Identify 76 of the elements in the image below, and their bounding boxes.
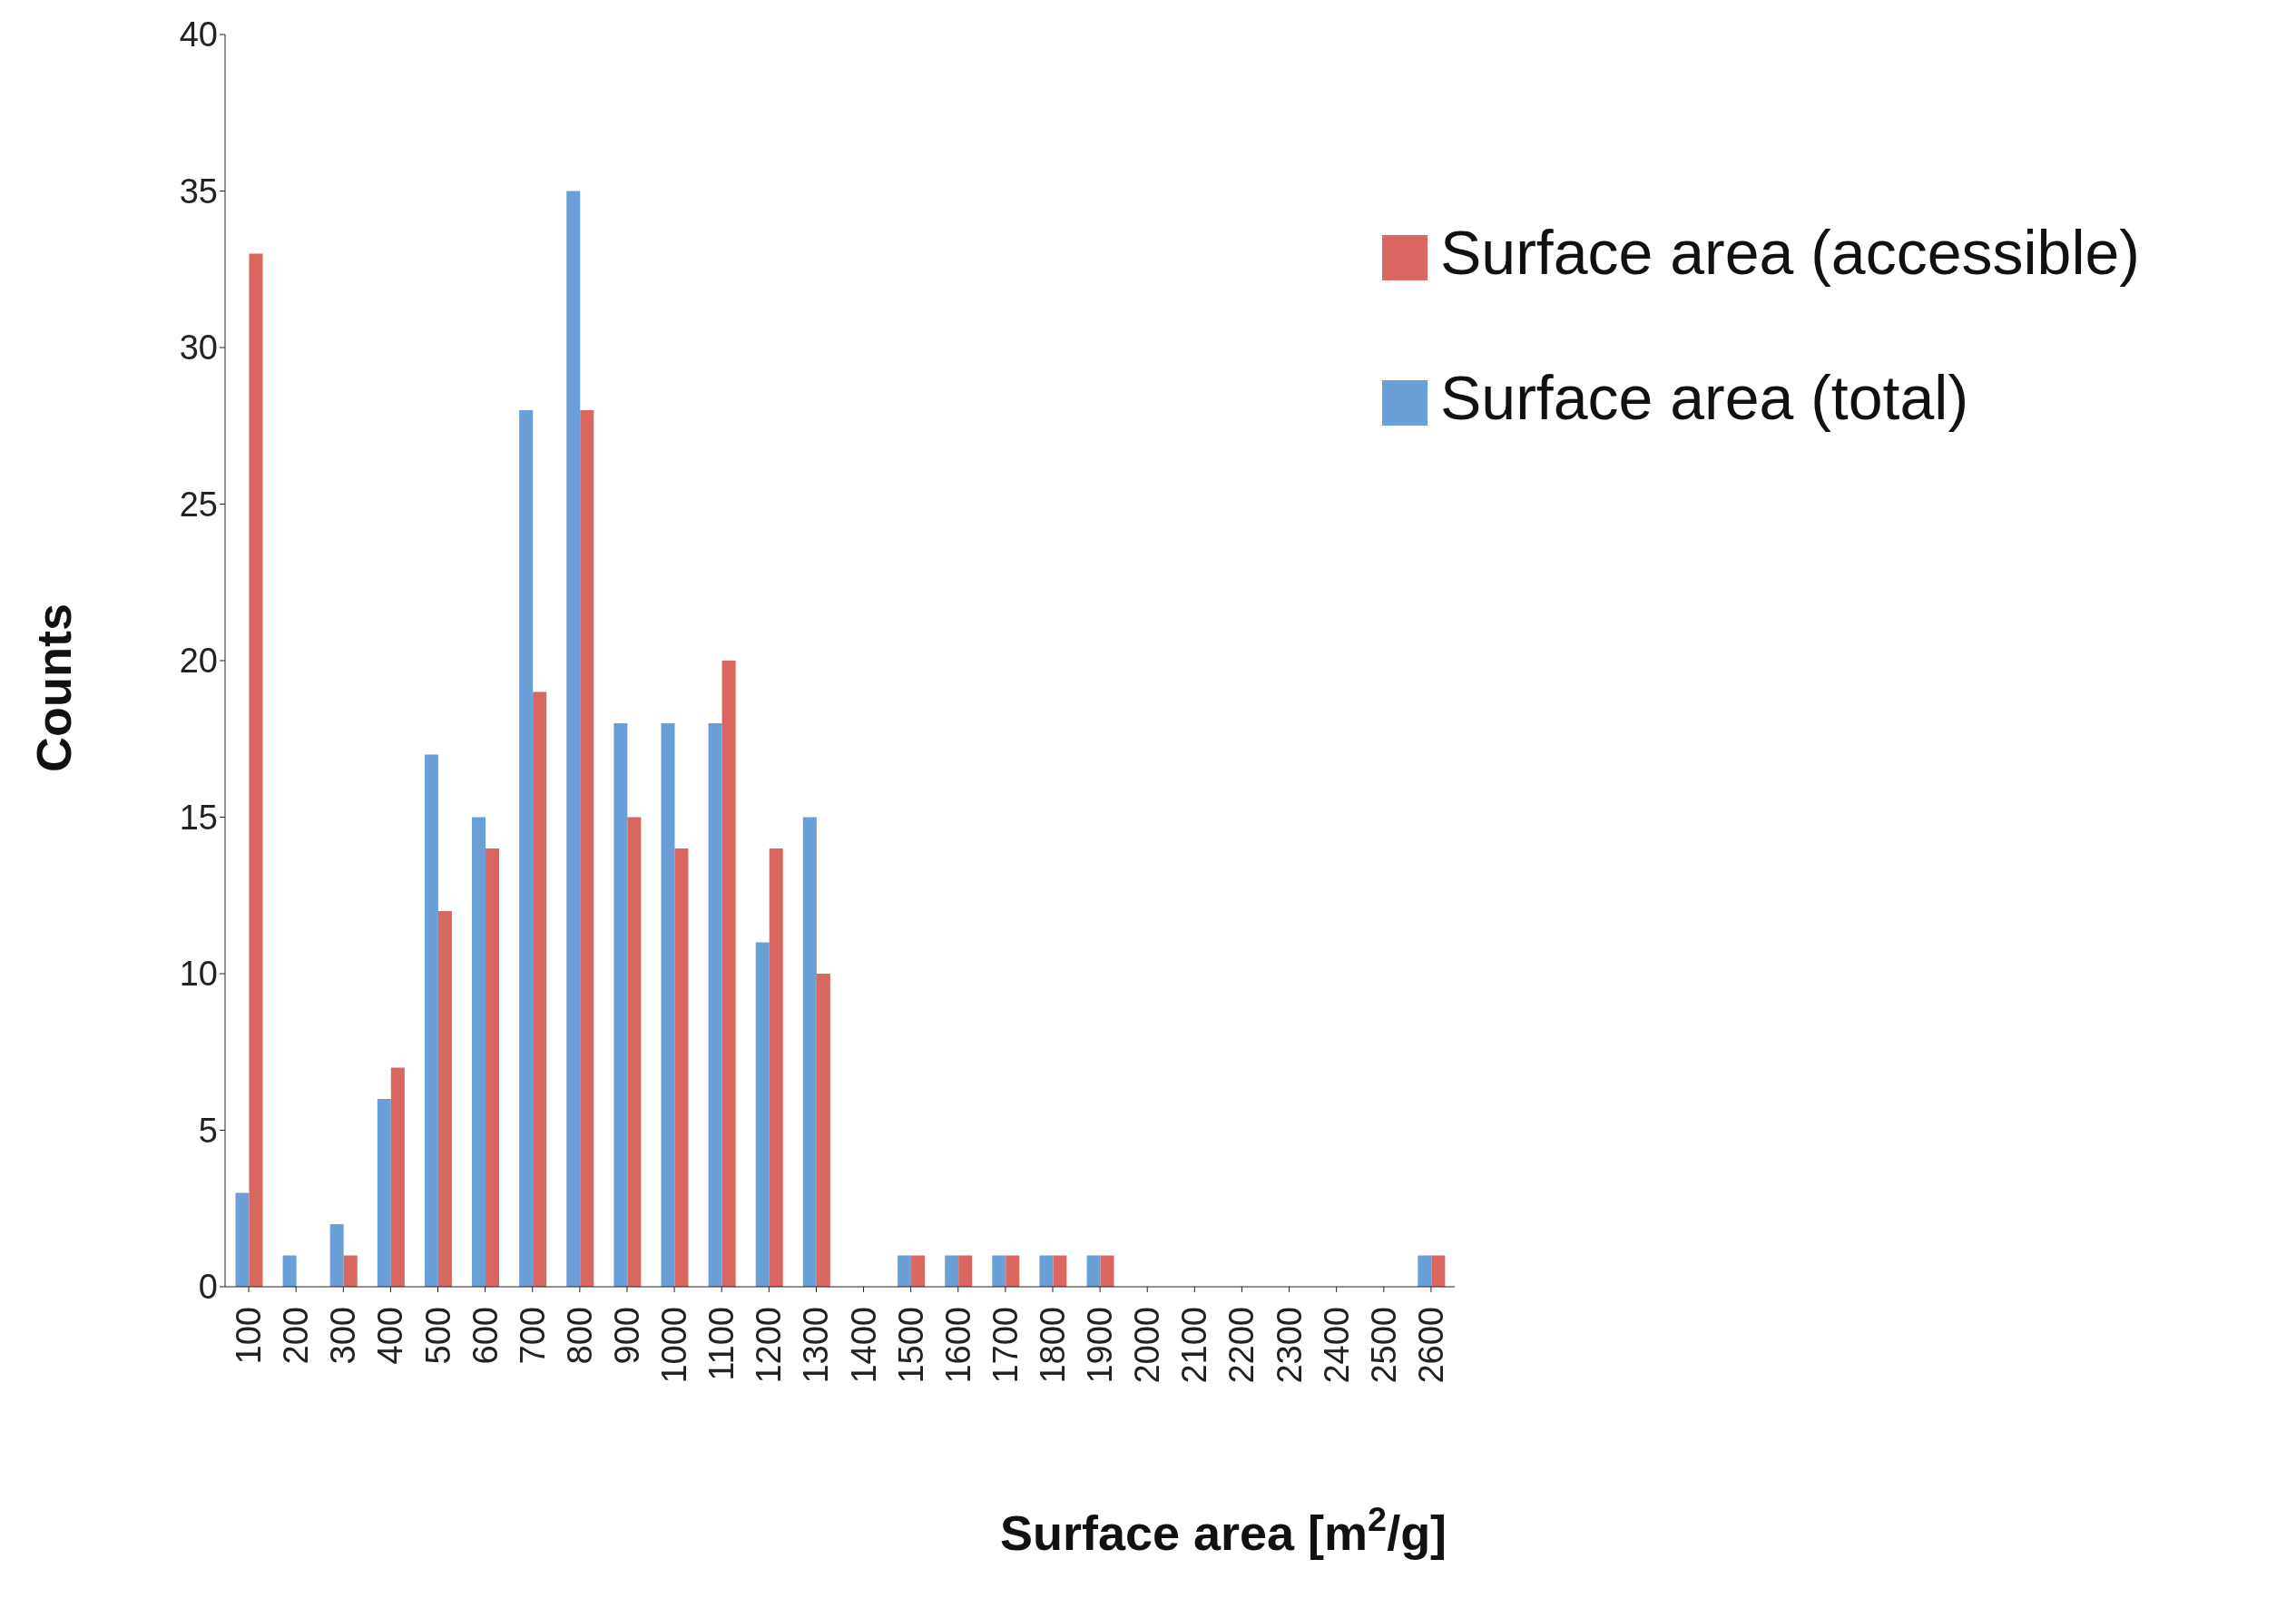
bar xyxy=(674,848,689,1287)
bar xyxy=(1418,1255,1432,1287)
x-tick-label: 1600 xyxy=(938,1307,977,1384)
bar xyxy=(992,1255,1006,1287)
bar xyxy=(911,1255,926,1287)
bar xyxy=(802,817,817,1287)
bar xyxy=(566,191,581,1287)
x-tick-label: 2000 xyxy=(1128,1307,1167,1384)
x-tick-label: 1700 xyxy=(986,1307,1025,1384)
bar xyxy=(329,1224,344,1287)
x-tick-label: 700 xyxy=(513,1307,552,1365)
y-tick-label: 10 xyxy=(179,955,218,994)
y-tick-label: 20 xyxy=(179,642,218,681)
bar xyxy=(437,911,452,1287)
x-tick-label: 2500 xyxy=(1364,1307,1403,1384)
x-tick-label: 100 xyxy=(230,1307,269,1365)
x-tick-label: 1500 xyxy=(891,1307,930,1384)
bar xyxy=(1086,1255,1101,1287)
bar xyxy=(769,848,783,1287)
x-axis-title: Surface area [m$^{2}$/g] xyxy=(999,1500,1447,1560)
x-tick-label: 2100 xyxy=(1175,1307,1214,1384)
bar xyxy=(424,754,438,1287)
bar xyxy=(755,942,770,1287)
x-tick-label: 2400 xyxy=(1317,1307,1356,1384)
bar xyxy=(1006,1255,1020,1287)
x-tick-label: 1100 xyxy=(702,1307,741,1381)
x-tick-label: 2300 xyxy=(1270,1307,1309,1384)
bar xyxy=(519,410,534,1287)
x-tick-label: 200 xyxy=(277,1307,316,1365)
bar xyxy=(613,723,628,1287)
bar xyxy=(390,1067,405,1287)
bar xyxy=(958,1255,973,1287)
x-tick-label: 300 xyxy=(324,1307,363,1365)
x-tick-label: 1400 xyxy=(844,1307,883,1384)
x-tick-label: 1200 xyxy=(750,1307,789,1384)
legend-label: Surface area (accessible) xyxy=(1439,218,2140,287)
y-tick-label: 5 xyxy=(198,1111,218,1150)
x-tick-label: 1900 xyxy=(1081,1307,1120,1384)
bar xyxy=(282,1255,297,1287)
bar xyxy=(1100,1255,1114,1287)
bar xyxy=(343,1255,358,1287)
y-tick-label: 30 xyxy=(179,328,218,368)
bar xyxy=(235,1192,250,1287)
bar xyxy=(1053,1255,1067,1287)
bar xyxy=(816,974,830,1287)
y-tick-label: 25 xyxy=(179,485,218,524)
bar xyxy=(533,691,547,1287)
y-tick-label: 40 xyxy=(179,15,218,54)
bar xyxy=(377,1099,391,1287)
legend-label: Surface area (total) xyxy=(1439,363,1969,432)
x-tick-label: 800 xyxy=(560,1307,599,1365)
x-tick-label: 2600 xyxy=(1411,1307,1450,1384)
y-tick-label: 35 xyxy=(179,172,218,211)
x-tick-label: 2200 xyxy=(1222,1307,1261,1384)
x-tick-label: 500 xyxy=(418,1307,457,1365)
bar xyxy=(945,1255,959,1287)
bar xyxy=(627,817,642,1287)
x-tick-label: 400 xyxy=(371,1307,410,1365)
bar xyxy=(708,723,722,1287)
x-tick-label: 1800 xyxy=(1034,1307,1073,1384)
x-tick-label: 1000 xyxy=(655,1307,694,1384)
x-tick-label: 900 xyxy=(607,1307,646,1365)
bar xyxy=(580,410,594,1287)
y-axis-title: Counts xyxy=(26,603,81,772)
bar xyxy=(898,1255,912,1287)
y-tick-label: 0 xyxy=(198,1268,218,1307)
x-tick-label: 600 xyxy=(466,1307,505,1365)
bar xyxy=(1039,1255,1054,1287)
bar xyxy=(661,723,675,1287)
bar xyxy=(472,817,486,1287)
bar xyxy=(1431,1255,1446,1287)
y-tick-label: 15 xyxy=(179,798,218,837)
bar xyxy=(486,848,500,1287)
x-tick-label: 1300 xyxy=(797,1307,836,1384)
bar xyxy=(721,661,736,1287)
bar xyxy=(249,253,263,1287)
